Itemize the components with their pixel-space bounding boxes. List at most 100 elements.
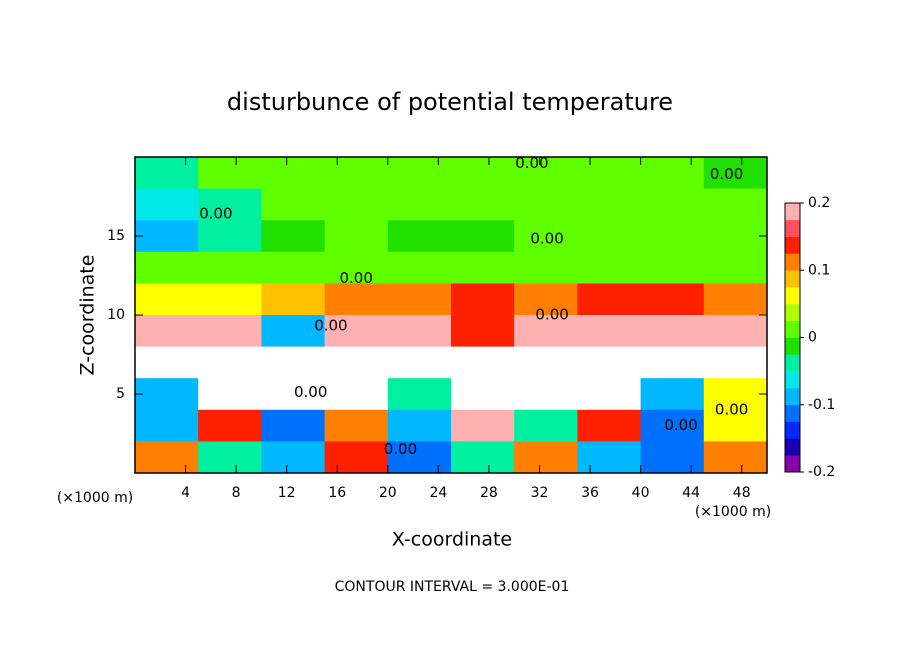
heatmap-cell	[324, 220, 389, 253]
heatmap-cell	[261, 378, 326, 411]
heatmap-cell	[514, 157, 578, 190]
heatmap-cell	[703, 409, 768, 442]
heatmap-cell	[135, 315, 199, 348]
heatmap-cell	[324, 188, 389, 221]
x-tick-label: 16	[328, 485, 346, 501]
x-tick-label: 24	[429, 485, 447, 501]
heatmap-cell	[577, 441, 642, 474]
heatmap-cell	[640, 346, 705, 379]
heatmap-cell	[198, 188, 262, 221]
contour-label: 0.00	[715, 400, 748, 418]
heatmap-cell	[387, 188, 452, 221]
heatmap-cell	[514, 315, 578, 348]
x-tick-label: 36	[581, 485, 599, 501]
contour-label: 0.00	[515, 154, 548, 172]
heatmap-cell	[577, 378, 642, 411]
x-tick-label: 20	[379, 485, 397, 501]
heatmap-cell	[451, 251, 515, 284]
heatmap-cell	[135, 157, 199, 190]
heatmap-cell	[261, 315, 326, 348]
contour-label: 0.00	[664, 416, 697, 434]
heatmap-cell	[198, 283, 262, 316]
colorbar-tick-label: 0.2	[808, 195, 830, 211]
colorbar-swatch	[785, 438, 800, 456]
heatmap-cell	[640, 315, 705, 348]
contour-label: 0.00	[314, 317, 347, 335]
heatmap-cell	[577, 346, 642, 379]
heatmap-cell	[703, 251, 768, 284]
y-axis-label: Z-coordinate	[77, 255, 99, 376]
heatmap-cell	[640, 441, 705, 474]
heatmap-cell	[198, 346, 262, 379]
heatmap-cell	[387, 220, 452, 253]
heatmap-cell	[451, 378, 515, 411]
x-tick-label: 12	[278, 485, 296, 501]
heatmap-cell	[640, 188, 705, 221]
heatmap-cell	[451, 220, 515, 253]
heatmap-cell	[514, 283, 578, 316]
heatmap-cell	[451, 441, 515, 474]
x-unit-label: (×1000 m)	[57, 490, 133, 506]
heatmap-cell	[198, 157, 262, 190]
heatmap-cell	[703, 378, 768, 411]
colorbar-swatch	[785, 404, 800, 422]
heatmap-cell	[135, 346, 199, 379]
heatmap-cell	[324, 441, 389, 474]
heatmap-cell	[261, 409, 326, 442]
heatmap-cell	[261, 441, 326, 474]
heatmap-cell	[324, 283, 389, 316]
heatmap-cell	[703, 283, 768, 316]
x-tick-label: 48	[733, 485, 751, 501]
colorbar-swatch	[785, 303, 800, 321]
heatmap-cell	[451, 409, 515, 442]
heatmap-cell	[324, 251, 389, 284]
heatmap-cell	[135, 188, 199, 221]
colorbar-swatch	[785, 203, 800, 221]
heatmap-cell	[261, 346, 326, 379]
heatmap-cell	[703, 188, 768, 221]
y-tick-label: 5	[116, 386, 125, 402]
colorbar-swatch	[785, 287, 800, 305]
heatmap-cell	[135, 441, 199, 474]
heatmap-cell	[324, 409, 389, 442]
heatmap-cell	[577, 188, 642, 221]
heatmap-cell	[514, 378, 578, 411]
heatmap-cell	[387, 157, 452, 190]
heatmap-cell	[387, 315, 452, 348]
heatmap-cell	[577, 157, 642, 190]
x-tick-label: 44	[682, 485, 700, 501]
heatmap-cell	[261, 157, 326, 190]
heatmap-cell	[451, 283, 515, 316]
heatmap-cell	[703, 220, 768, 253]
heatmap-cell	[135, 283, 199, 316]
colorbar-swatch	[785, 371, 800, 389]
x-axis-label: X-coordinate	[392, 529, 512, 551]
heatmap-cell	[640, 409, 705, 442]
colorbar-tick-label: 0.1	[808, 262, 830, 278]
heatmap-cell	[451, 188, 515, 221]
colorbar-swatch	[785, 253, 800, 271]
heatmap-cell	[261, 251, 326, 284]
heatmap-cell	[640, 378, 705, 411]
heatmap-cell	[514, 251, 578, 284]
contour-label: 0.00	[710, 165, 743, 183]
heatmap-cell	[324, 315, 389, 348]
heatmap-cell	[324, 346, 389, 379]
heatmap-cell	[703, 441, 768, 474]
x-tick-label: 28	[480, 485, 498, 501]
heatmap-cell	[703, 346, 768, 379]
colorbar-swatch	[785, 337, 800, 355]
heatmap-cell	[451, 346, 515, 379]
contour-label: 0.00	[199, 204, 232, 222]
heatmap-cell	[577, 220, 642, 253]
heatmap-cell	[514, 409, 578, 442]
colorbar-tick-label: -0.2	[808, 464, 835, 480]
chart-title: disturbunce of potential temperature	[227, 88, 673, 116]
heatmap-cell	[703, 157, 768, 190]
heatmap-cell	[640, 157, 705, 190]
heatmap-cell	[577, 409, 642, 442]
colorbar-tick-label: 0	[808, 330, 817, 346]
colorbar-swatch	[785, 320, 800, 338]
colorbar-tick-label: -0.1	[808, 397, 835, 413]
colorbar-swatch	[785, 219, 800, 237]
